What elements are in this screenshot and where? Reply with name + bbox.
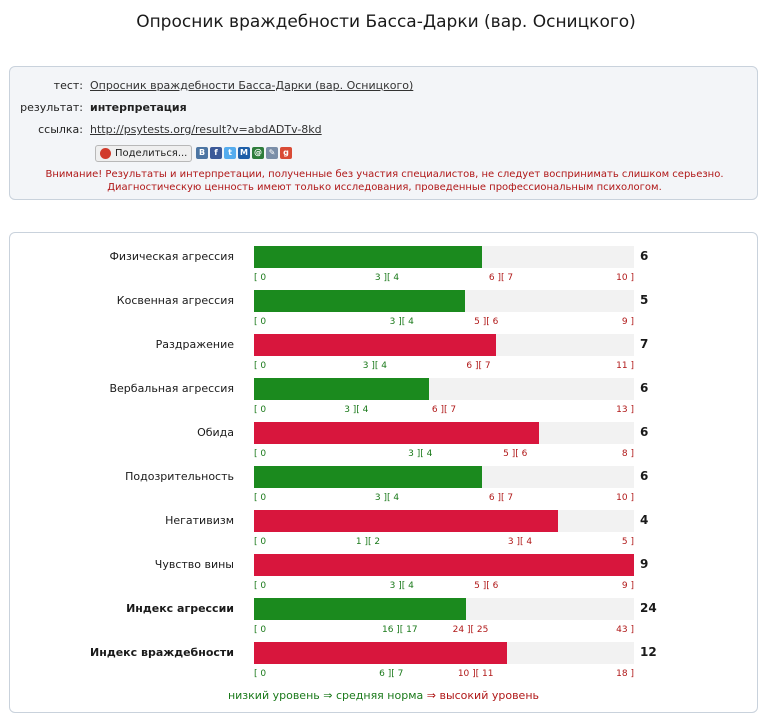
tick-label: 5 ][ 6 xyxy=(503,449,528,459)
test-label: тест: xyxy=(53,79,83,92)
results-chart: низкий уровень ⇒ средняя норма ⇒ высокий… xyxy=(9,232,758,713)
tick-label: 3 ][ 4 xyxy=(362,361,387,371)
share-icon xyxy=(100,148,111,159)
score-value: 12 xyxy=(640,645,657,659)
score-value: 9 xyxy=(640,557,649,571)
result-value: интерпретация xyxy=(90,101,187,114)
tick-label: [ 0 xyxy=(254,317,267,327)
tick-label: [ 0 xyxy=(254,625,267,635)
scale-label: Негативизм xyxy=(165,514,234,527)
score-bar xyxy=(254,554,634,576)
tick-label: [ 0 xyxy=(254,449,267,459)
scale-label: Вербальная агрессия xyxy=(109,382,234,395)
tick-label: [ 0 xyxy=(254,361,267,371)
tick-label: 3 ][ 4 xyxy=(344,405,369,415)
tick-label: 10 ] xyxy=(616,273,634,283)
tick-label: 3 ][ 4 xyxy=(374,273,400,283)
score-value: 6 xyxy=(640,249,649,263)
tick-label: 1 ][ 2 xyxy=(355,537,381,547)
share-button[interactable]: Поделиться... xyxy=(95,145,193,162)
scale-label: Индекс агрессии xyxy=(126,602,234,615)
tick-label: [ 0 xyxy=(254,581,267,591)
legend-norm: средняя норма xyxy=(335,689,424,702)
tick-label: 24 ][ 25 xyxy=(452,625,489,635)
score-value: 6 xyxy=(640,381,649,395)
tick-label: [ 0 xyxy=(254,493,267,503)
link-label: ссылка: xyxy=(38,123,83,136)
tick-label: 6 ][ 7 xyxy=(431,405,457,415)
score-bar xyxy=(254,642,507,664)
twitter-icon[interactable]: t xyxy=(224,147,236,159)
share-label: Поделиться... xyxy=(115,148,188,159)
score-value: 7 xyxy=(640,337,649,351)
score-bar xyxy=(254,598,466,620)
score-bar xyxy=(254,334,496,356)
tick-label: 6 ][ 7 xyxy=(379,669,404,679)
scale-label: Чувство вины xyxy=(154,558,234,571)
scale-label: Косвенная агрессия xyxy=(116,294,234,307)
score-bar xyxy=(254,510,558,532)
tick-label: 9 ] xyxy=(621,581,634,591)
scale-label: Физическая агрессия xyxy=(109,250,234,263)
warning-line-2: Диагностическую ценность имеют только ис… xyxy=(107,182,662,193)
tick-label: 6 ][ 7 xyxy=(488,493,514,503)
tick-label: 3 ][ 4 xyxy=(389,581,414,591)
tick-label: 13 ] xyxy=(616,405,634,415)
score-bar xyxy=(254,378,429,400)
legend-arrow-2: ⇒ xyxy=(426,689,436,702)
scale-label: Подозрительность xyxy=(125,470,234,483)
mailru-icon[interactable]: M xyxy=(238,147,250,159)
tick-label: 5 ] xyxy=(621,537,634,547)
score-bar xyxy=(254,466,482,488)
tick-label: 9 ] xyxy=(621,317,634,327)
vk-icon[interactable]: В xyxy=(196,147,208,159)
tick-label: 6 ][ 7 xyxy=(488,273,514,283)
tick-label: 10 ][ 11 xyxy=(457,669,494,679)
test-link[interactable]: Опросник враждебности Басса-Дарки (вар. … xyxy=(90,79,414,92)
tick-label: 6 ][ 7 xyxy=(466,361,491,371)
tick-label: 8 ] xyxy=(621,449,634,459)
score-bar xyxy=(254,422,539,444)
legend-high: высокий уровень xyxy=(439,689,540,702)
tick-label: 18 ] xyxy=(616,669,634,679)
tick-label: 10 ] xyxy=(616,493,634,503)
odnoklassniki-icon[interactable]: @ xyxy=(252,147,264,159)
result-url-link[interactable]: http://psytests.org/result?v=abdADTv-8kd xyxy=(90,123,322,136)
score-bar xyxy=(254,290,465,312)
tick-label: [ 0 xyxy=(254,405,267,415)
livejournal-icon[interactable]: ✎ xyxy=(266,147,278,159)
score-value: 4 xyxy=(640,513,649,527)
tick-label: [ 0 xyxy=(254,537,267,547)
scale-label: Обида xyxy=(197,426,234,439)
tick-label: 11 ] xyxy=(616,361,634,371)
score-value: 5 xyxy=(640,293,649,307)
result-label: результат: xyxy=(20,101,83,114)
score-value: 6 xyxy=(640,425,649,439)
facebook-icon[interactable]: f xyxy=(210,147,222,159)
tick-label: 5 ][ 6 xyxy=(474,317,499,327)
tick-label: 3 ][ 4 xyxy=(389,317,414,327)
info-panel: тест: Опросник враждебности Басса-Дарки … xyxy=(9,66,758,200)
scale-label: Индекс враждебности xyxy=(90,646,234,659)
tick-label: 5 ][ 6 xyxy=(474,581,499,591)
chart-legend: низкий уровень ⇒ средняя норма ⇒ высокий… xyxy=(10,689,757,702)
googleplus-icon[interactable]: g xyxy=(280,147,292,159)
tick-label: 43 ] xyxy=(616,625,634,635)
tick-label: 3 ][ 4 xyxy=(374,493,400,503)
tick-label: [ 0 xyxy=(254,273,267,283)
tick-label: 3 ][ 4 xyxy=(507,537,533,547)
score-value: 24 xyxy=(640,601,657,615)
tick-label: 16 ][ 17 xyxy=(381,625,418,635)
legend-arrow-1: ⇒ xyxy=(323,689,333,702)
scale-label: Раздражение xyxy=(155,338,234,351)
legend-low: низкий уровень xyxy=(227,689,320,702)
warning-text: Внимание! Результаты и интерпретации, по… xyxy=(10,168,759,194)
page-title: Опросник враждебности Басса-Дарки (вар. … xyxy=(136,12,636,32)
score-bar xyxy=(254,246,482,268)
tick-label: [ 0 xyxy=(254,669,267,679)
tick-label: 3 ][ 4 xyxy=(408,449,433,459)
warning-line-1: Внимание! Результаты и интерпретации, по… xyxy=(45,169,724,180)
score-value: 6 xyxy=(640,469,649,483)
